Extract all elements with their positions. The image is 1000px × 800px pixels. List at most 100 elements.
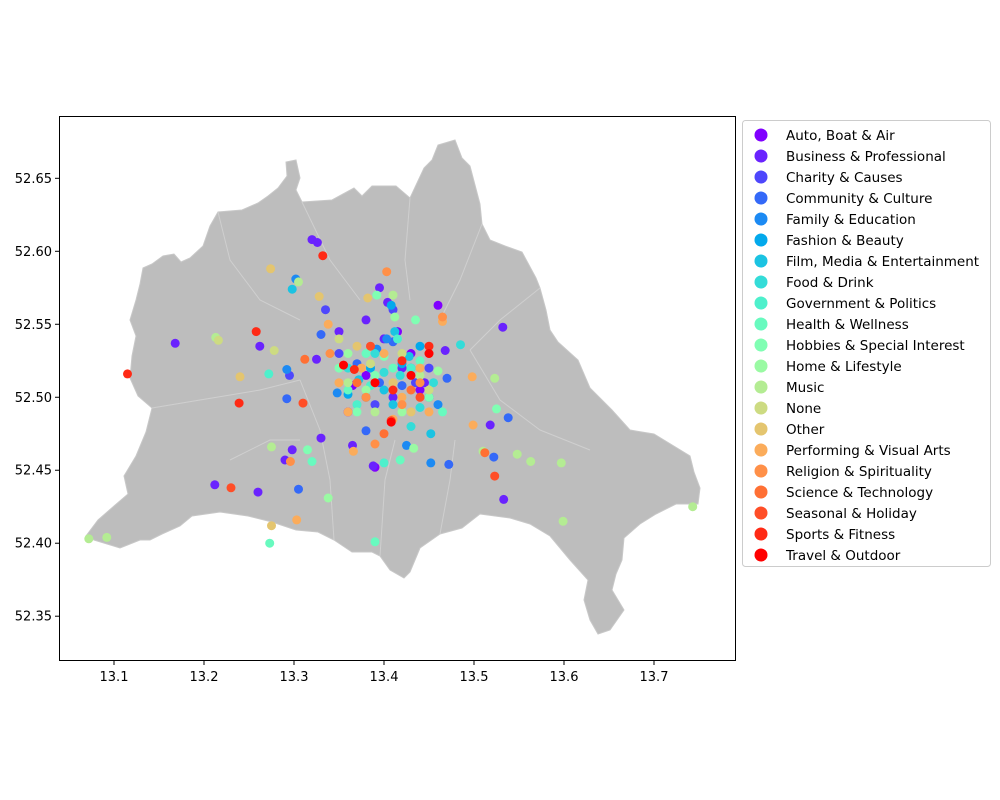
point-8-0 — [264, 369, 274, 379]
point-12-4 — [294, 277, 303, 287]
point-7-7 — [429, 378, 438, 388]
point-16-5 — [397, 400, 407, 410]
point-15-10 — [379, 349, 389, 358]
legend-label-3: Community & Culture — [786, 191, 932, 207]
point-12-8 — [526, 457, 536, 466]
point-18-4 — [366, 341, 375, 351]
point-17-0 — [480, 448, 490, 458]
point-11-0 — [323, 493, 333, 503]
point-10-8 — [424, 392, 434, 402]
district-borders — [151, 197, 591, 557]
point-20-1 — [339, 360, 348, 370]
axes: 13.1 13.2 13.3 13.4 13.5 13.6 13.7 52.35 52.40 52… — [15, 172, 669, 685]
legend-label-8: Government & Politics — [786, 296, 936, 312]
point-12-0 — [84, 534, 94, 544]
point-10-7 — [352, 407, 362, 417]
legend-label-4: Family & Education — [786, 212, 916, 228]
legend-label-9: Health & Wellness — [786, 317, 909, 333]
point-1-8 — [368, 461, 378, 471]
legend-marker-8 — [754, 296, 768, 310]
y-tick-label-5: 52.60 — [15, 245, 52, 260]
point-19-1 — [251, 327, 261, 337]
legend-marker-3 — [754, 191, 768, 205]
legend-marker-16 — [754, 464, 768, 478]
point-14-7 — [406, 407, 416, 417]
point-8-1 — [379, 458, 389, 468]
point-3-11 — [361, 426, 371, 436]
point-17-1 — [300, 354, 310, 364]
point-3-10 — [442, 373, 452, 383]
point-1-14 — [375, 283, 384, 293]
point-14-2 — [267, 521, 276, 531]
legend-marker-11 — [754, 359, 768, 373]
legend-marker-7 — [754, 275, 768, 289]
point-14-6 — [352, 341, 362, 351]
point-19-5 — [388, 385, 398, 395]
point-15-14 — [334, 378, 344, 388]
point-6-4 — [379, 385, 389, 395]
point-15-1 — [467, 372, 477, 382]
point-17-3 — [406, 385, 416, 395]
point-2-3 — [334, 349, 344, 358]
point-5-0 — [386, 300, 396, 310]
point-14-3 — [314, 292, 324, 301]
legend-label-19: Sports & Fitness — [786, 527, 895, 543]
legend-marker-12 — [754, 380, 768, 394]
point-15-3 — [348, 446, 358, 456]
point-20-3 — [370, 378, 380, 388]
point-20-2 — [424, 349, 434, 358]
point-11-6 — [343, 349, 353, 358]
point-17-4 — [352, 378, 362, 388]
point-6-1 — [390, 327, 400, 337]
point-1-7 — [316, 433, 326, 443]
point-15-2 — [292, 515, 302, 525]
point-1-3 — [210, 480, 220, 490]
point-3-3 — [294, 484, 303, 494]
point-1-23 — [388, 392, 398, 402]
scatter-points — [84, 235, 698, 548]
point-2-1 — [321, 305, 330, 315]
legend-marker-9 — [754, 317, 768, 331]
point-4-6 — [426, 458, 436, 468]
point-7-6 — [379, 367, 389, 377]
point-10-1 — [492, 404, 501, 414]
point-16-0 — [382, 267, 392, 277]
point-1-4 — [253, 487, 263, 497]
point-0-2 — [433, 300, 443, 310]
point-12-9 — [556, 458, 566, 468]
legend-label-5: Fashion & Beauty — [786, 233, 904, 249]
legend-marker-6 — [754, 254, 768, 268]
point-10-2 — [372, 290, 382, 300]
point-10-3 — [411, 315, 420, 325]
point-16-1 — [285, 457, 295, 466]
point-6-5 — [426, 429, 436, 439]
point-15-12 — [424, 407, 434, 417]
y-tick-label-6: 52.65 — [15, 172, 52, 187]
point-11-4 — [361, 385, 371, 395]
point-3-8 — [397, 381, 407, 391]
legend-marker-14 — [754, 422, 768, 436]
legend-marker-1 — [754, 149, 768, 163]
plot-frame — [59, 116, 736, 661]
point-12-11 — [688, 502, 698, 512]
point-0-6 — [415, 385, 425, 395]
point-19-0 — [123, 369, 132, 379]
point-13-2 — [334, 334, 344, 344]
point-19-6 — [397, 356, 407, 366]
point-3-1 — [503, 413, 513, 423]
point-11-3 — [433, 366, 443, 376]
legend-label-20: Travel & Outdoor — [785, 548, 901, 564]
point-12-15 — [370, 407, 380, 417]
point-1-6 — [287, 445, 297, 455]
point-7-2 — [370, 349, 380, 358]
point-1-18 — [361, 315, 371, 325]
point-9-7 — [361, 349, 371, 358]
point-13-3 — [397, 349, 407, 358]
legend-marker-5 — [754, 233, 768, 247]
legend-marker-4 — [754, 212, 768, 226]
y-tick-label-1: 52.40 — [15, 537, 52, 552]
legend-label-12: Music — [786, 380, 824, 396]
point-4-7 — [382, 334, 392, 344]
point-1-12 — [499, 494, 509, 504]
point-9-4 — [343, 385, 353, 395]
